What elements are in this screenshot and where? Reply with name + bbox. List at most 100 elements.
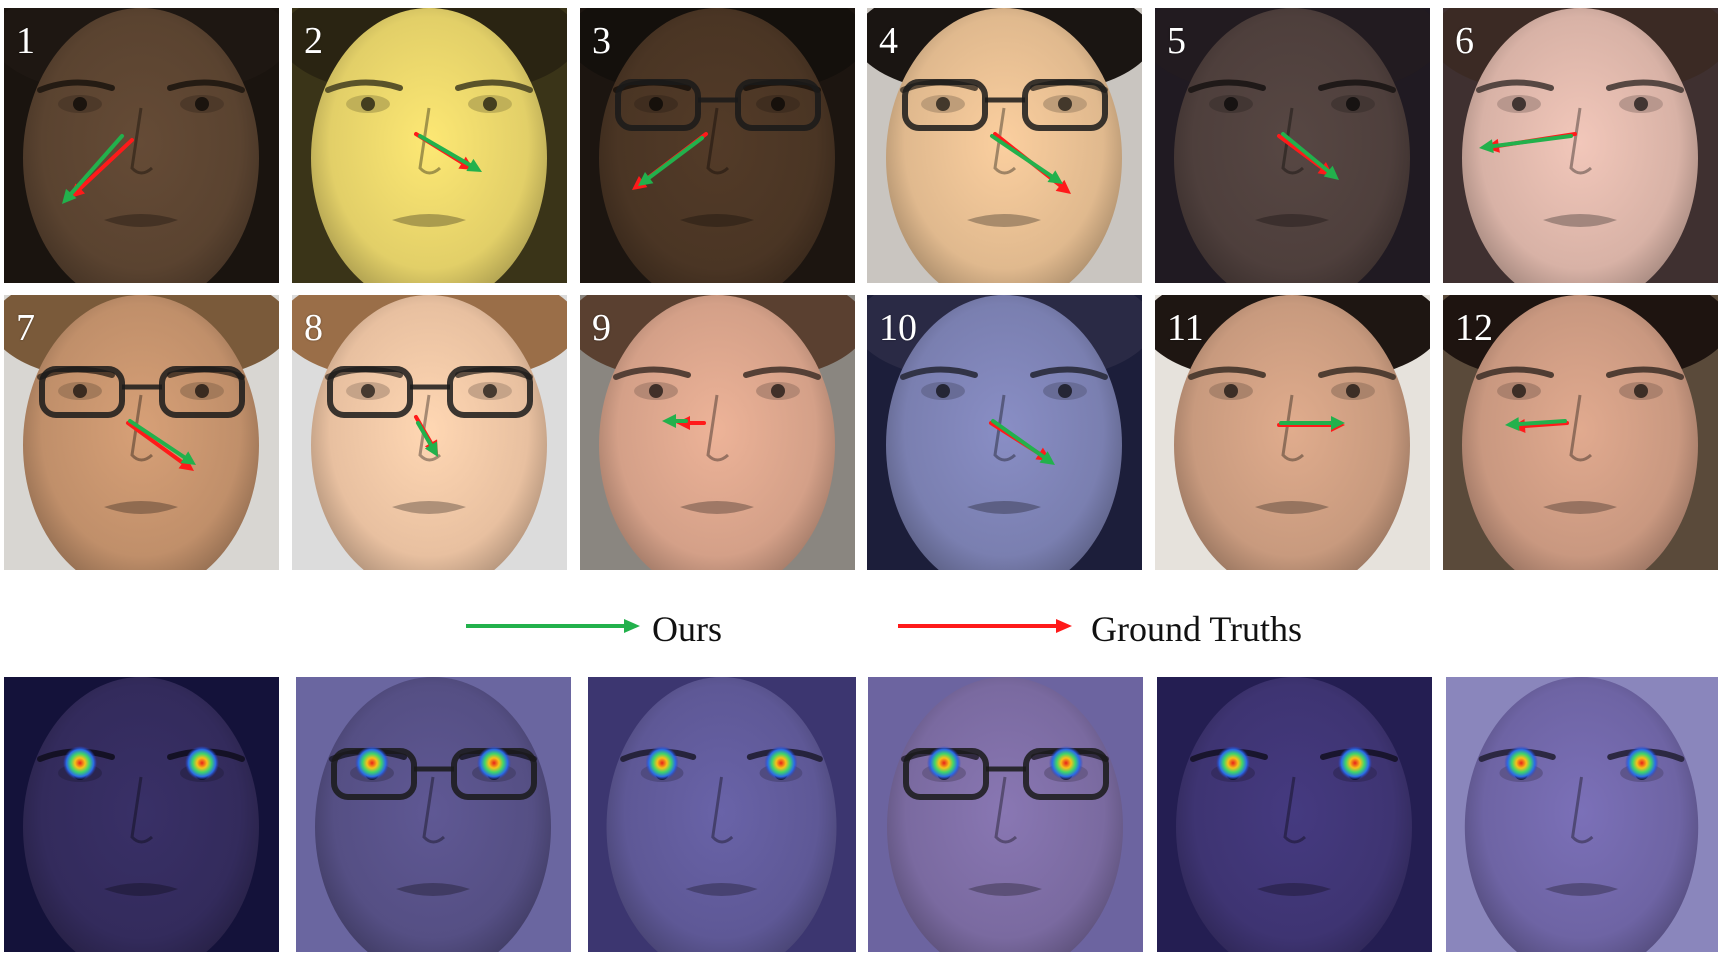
- left-pupil: [936, 384, 950, 398]
- gaze-tile: 3: [580, 8, 855, 283]
- tile-number: 10: [879, 307, 917, 349]
- heatmap-tile: [296, 677, 571, 952]
- tile-number: 6: [1455, 20, 1474, 62]
- tile-number: 9: [592, 307, 611, 349]
- left-brow: [1476, 366, 1554, 380]
- ground-truth-arrow-shaft: [126, 421, 185, 465]
- gaze-tile: 10: [867, 295, 1142, 570]
- mouth: [967, 501, 1041, 514]
- ground-truth-arrow-head: [178, 457, 194, 471]
- heatmap-tile: [1446, 677, 1721, 952]
- right-eye-heat: [477, 746, 511, 780]
- face-photo: [580, 295, 855, 570]
- heatmap-face-photo: [868, 677, 1143, 952]
- face-skin: [1462, 8, 1698, 283]
- mouth: [104, 214, 178, 227]
- heatmap-face-photo: [296, 677, 571, 952]
- nose: [1281, 394, 1305, 462]
- right-brow: [1606, 79, 1684, 93]
- ours-arrow-head: [624, 619, 640, 633]
- ours-arrow-shaft: [1281, 132, 1331, 174]
- face-skin: [311, 295, 547, 570]
- ours-label: Ours: [652, 609, 722, 649]
- ours-arrow-shaft: [416, 421, 433, 447]
- face-photo: [4, 8, 279, 283]
- heatmap-tile: [868, 677, 1143, 952]
- left-lens: [902, 79, 988, 131]
- ours-arrow-shaft: [69, 134, 124, 196]
- left-pupil: [936, 97, 950, 111]
- tile-number: 12: [1455, 307, 1493, 349]
- mouth: [680, 214, 754, 227]
- ours-arrow-head: [1323, 165, 1339, 180]
- right-pupil: [195, 384, 209, 398]
- left-brow: [900, 366, 978, 380]
- mouth: [968, 883, 1042, 896]
- face-photo: [867, 295, 1142, 570]
- mouth: [685, 883, 758, 896]
- nose: [1569, 394, 1593, 462]
- tile-number: 11: [1167, 307, 1204, 349]
- left-lens: [327, 366, 413, 418]
- left-pupil: [1224, 97, 1238, 111]
- nose: [711, 776, 734, 844]
- mouth: [1257, 883, 1331, 896]
- ours-arrow-head: [662, 414, 676, 428]
- left-eye-heat: [355, 746, 389, 780]
- right-brow: [743, 366, 821, 380]
- tile-number: 7: [16, 307, 35, 349]
- ours-arrow-head: [638, 172, 654, 186]
- left-pupil: [73, 384, 87, 398]
- face-skin: [1176, 677, 1412, 952]
- mouth: [392, 214, 466, 227]
- right-lens: [159, 366, 245, 418]
- right-pupil: [771, 97, 785, 111]
- right-pupil: [1346, 384, 1360, 398]
- ours-arrow-head: [1479, 139, 1494, 154]
- left-eye-heat: [1216, 746, 1250, 780]
- left-eye-heat: [1504, 746, 1538, 780]
- left-lens: [39, 366, 125, 418]
- right-eye-heat: [1625, 746, 1659, 780]
- ground-truth-arrow-head: [1055, 179, 1071, 194]
- gaze-tile: 9: [580, 295, 855, 570]
- gaze-tile: 5: [1155, 8, 1430, 283]
- tile-number: 1: [16, 20, 35, 62]
- ground-truth-label: Ground Truths: [1091, 609, 1303, 649]
- right-eye-heat: [764, 746, 798, 780]
- ground-truth-arrow-icon: [898, 619, 1072, 633]
- right-brow: [455, 79, 533, 93]
- right-pupil: [1058, 97, 1072, 111]
- ours-arrow-head: [466, 158, 482, 172]
- right-lens: [447, 366, 533, 418]
- right-eye-heat: [1049, 746, 1083, 780]
- ours-arrow-head: [1331, 416, 1345, 430]
- nose: [1571, 776, 1594, 844]
- right-brow: [1606, 366, 1684, 380]
- nose: [994, 776, 1018, 844]
- face-skin: [23, 677, 259, 952]
- left-brow: [1188, 366, 1266, 380]
- face-photo: [580, 8, 855, 283]
- ours-arrow-head: [1039, 451, 1055, 465]
- mouth: [1543, 214, 1617, 227]
- mouth: [967, 214, 1041, 227]
- gaze-tile: 11: [1155, 295, 1430, 570]
- face-photo: [292, 8, 567, 283]
- face-photo: [867, 8, 1142, 283]
- ours-arrow-shaft: [991, 419, 1046, 459]
- tile-number: 2: [304, 20, 323, 62]
- face-photo: [1155, 8, 1430, 283]
- ours-arrow-head: [424, 441, 438, 457]
- nose: [1569, 107, 1593, 175]
- ours-arrow-shaft: [647, 136, 704, 180]
- right-lens: [1022, 79, 1108, 131]
- ours-arrow-shaft: [128, 419, 187, 460]
- gaze-tile: 4: [867, 8, 1142, 283]
- mouth: [680, 501, 754, 514]
- ours-arrow-head: [1047, 170, 1063, 184]
- ground-truth-arrow-head: [70, 183, 86, 198]
- right-pupil: [483, 384, 497, 398]
- ours-arrow-shaft: [418, 134, 472, 167]
- right-pupil: [1634, 97, 1648, 111]
